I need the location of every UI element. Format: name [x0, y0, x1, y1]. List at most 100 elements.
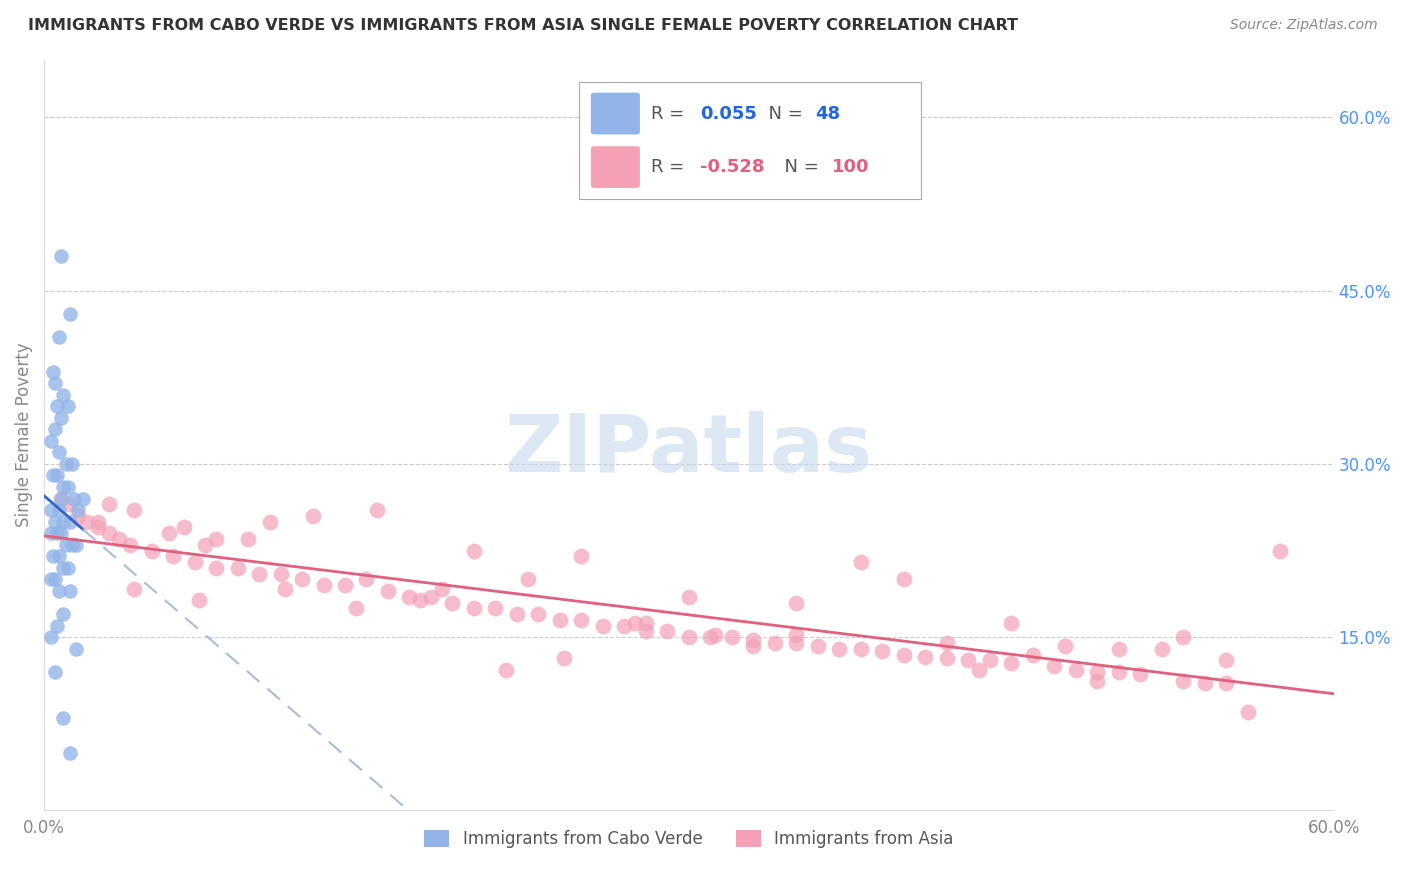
- Point: [699, 630, 721, 644]
- Point: [108, 532, 131, 546]
- Point: [124, 503, 146, 517]
- Point: [1129, 667, 1152, 681]
- Point: [1215, 676, 1237, 690]
- Point: [238, 532, 260, 546]
- Point: [409, 593, 432, 607]
- Point: [914, 649, 936, 664]
- Point: [55, 538, 77, 552]
- Point: [270, 566, 292, 581]
- Point: [56, 399, 79, 413]
- Point: [39, 503, 62, 517]
- Point: [1150, 641, 1173, 656]
- Point: [935, 651, 957, 665]
- Point: [1268, 543, 1291, 558]
- Point: [41, 468, 63, 483]
- Text: 0.055: 0.055: [700, 104, 758, 122]
- Point: [48, 503, 70, 517]
- Point: [430, 582, 453, 596]
- Point: [763, 636, 786, 650]
- Point: [1000, 616, 1022, 631]
- Point: [398, 590, 420, 604]
- Text: Source: ZipAtlas.com: Source: ZipAtlas.com: [1230, 18, 1378, 32]
- Point: [872, 644, 894, 658]
- Point: [51, 526, 73, 541]
- Point: [173, 520, 195, 534]
- Point: [1173, 674, 1195, 689]
- Point: [1085, 665, 1108, 679]
- Point: [60, 457, 83, 471]
- Point: [46, 399, 69, 413]
- Point: [59, 307, 82, 321]
- Point: [120, 538, 142, 552]
- FancyBboxPatch shape: [591, 93, 640, 135]
- Point: [48, 330, 70, 344]
- Point: [634, 616, 657, 631]
- Point: [957, 653, 980, 667]
- Y-axis label: Single Female Poverty: Single Female Poverty: [15, 343, 32, 527]
- Point: [226, 561, 249, 575]
- Point: [41, 364, 63, 378]
- Point: [194, 538, 217, 552]
- Point: [52, 480, 75, 494]
- Text: N =: N =: [773, 158, 824, 176]
- Point: [59, 746, 82, 760]
- Point: [55, 457, 77, 471]
- Point: [162, 549, 184, 564]
- Text: ZIPatlas: ZIPatlas: [505, 411, 873, 489]
- Point: [703, 628, 725, 642]
- Point: [52, 607, 75, 621]
- Point: [274, 582, 297, 596]
- Point: [1236, 706, 1258, 720]
- Point: [39, 630, 62, 644]
- Point: [44, 573, 66, 587]
- Point: [247, 566, 270, 581]
- Point: [44, 515, 66, 529]
- Point: [63, 491, 86, 506]
- Point: [51, 491, 73, 506]
- FancyBboxPatch shape: [591, 146, 640, 188]
- Point: [377, 584, 399, 599]
- Point: [785, 596, 807, 610]
- Point: [291, 573, 314, 587]
- Point: [1043, 659, 1066, 673]
- Point: [828, 641, 851, 656]
- Point: [59, 497, 82, 511]
- Point: [67, 508, 90, 523]
- Text: R =: R =: [651, 158, 690, 176]
- Point: [1053, 640, 1076, 654]
- Point: [46, 468, 69, 483]
- Point: [205, 561, 228, 575]
- Point: [678, 630, 700, 644]
- Point: [259, 515, 281, 529]
- Point: [592, 618, 614, 632]
- Point: [52, 515, 75, 529]
- Point: [124, 582, 146, 596]
- Point: [553, 651, 575, 665]
- Point: [76, 515, 98, 529]
- Point: [72, 491, 94, 506]
- Point: [59, 515, 82, 529]
- Point: [141, 543, 163, 558]
- Point: [51, 491, 73, 506]
- Point: [356, 573, 378, 587]
- Point: [624, 616, 647, 631]
- Point: [979, 653, 1001, 667]
- Point: [678, 590, 700, 604]
- Point: [742, 640, 765, 654]
- Text: N =: N =: [758, 104, 808, 122]
- Point: [1022, 648, 1045, 662]
- Point: [52, 711, 75, 725]
- Point: [1194, 676, 1216, 690]
- Point: [893, 648, 915, 662]
- Point: [742, 632, 765, 647]
- Point: [1173, 630, 1195, 644]
- Point: [65, 641, 87, 656]
- Point: [48, 549, 70, 564]
- Point: [344, 601, 367, 615]
- Point: [657, 624, 679, 639]
- Point: [1215, 653, 1237, 667]
- Point: [87, 515, 110, 529]
- Text: IMMIGRANTS FROM CABO VERDE VS IMMIGRANTS FROM ASIA SINGLE FEMALE POVERTY CORRELA: IMMIGRANTS FROM CABO VERDE VS IMMIGRANTS…: [28, 18, 1018, 33]
- Point: [463, 601, 485, 615]
- Point: [1085, 674, 1108, 689]
